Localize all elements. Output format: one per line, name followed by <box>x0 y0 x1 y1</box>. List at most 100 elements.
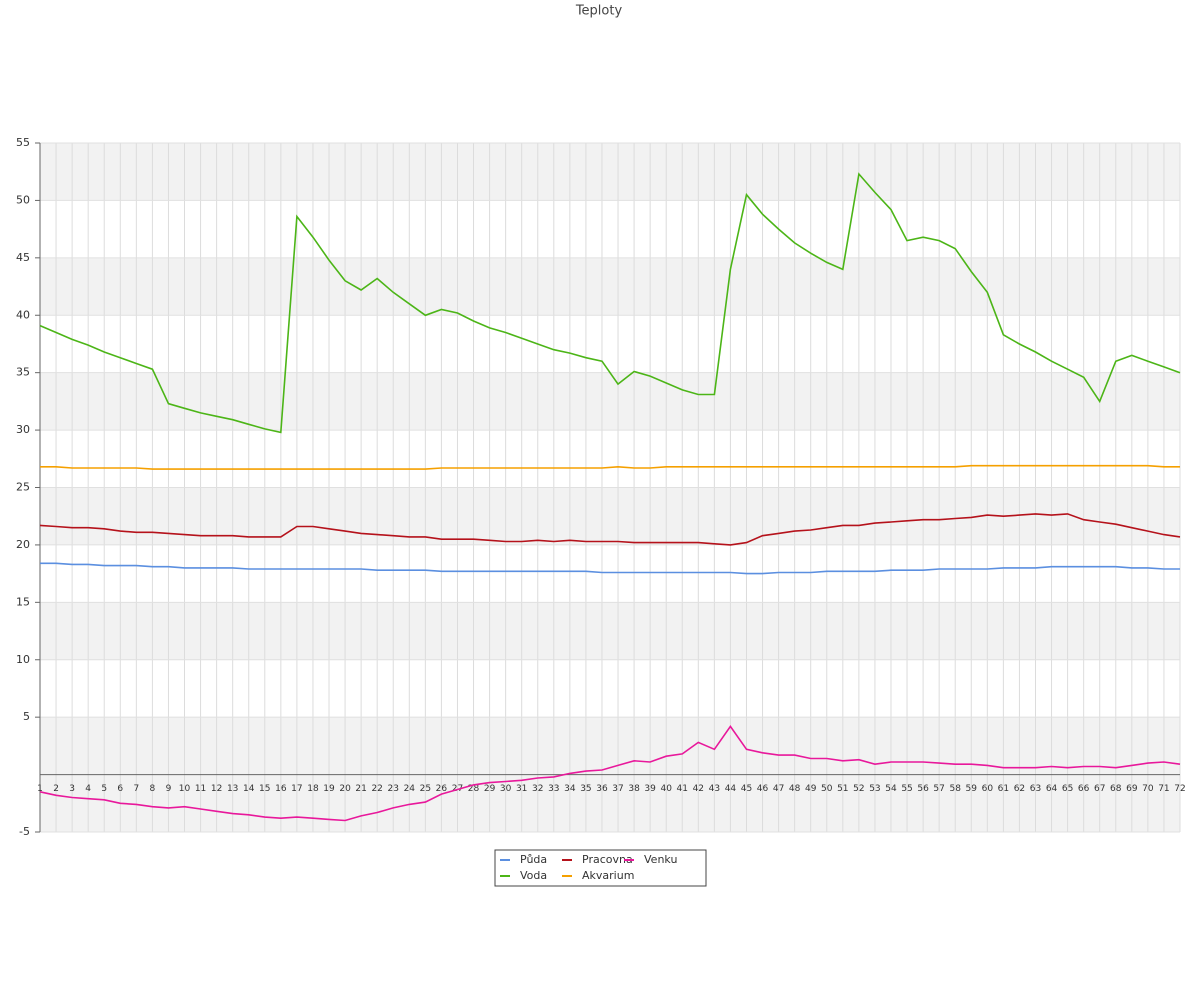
x-tick-label: 6 <box>117 784 123 794</box>
legend-label: Akvarium <box>582 869 634 882</box>
x-tick-label: 25 <box>420 784 431 794</box>
x-tick-label: 43 <box>709 784 720 794</box>
x-tick-label: 16 <box>275 784 287 794</box>
legend-label: Venku <box>644 853 677 866</box>
x-tick-label: 66 <box>1078 784 1090 794</box>
x-tick-label: 36 <box>596 784 608 794</box>
x-tick-label: 10 <box>179 784 191 794</box>
y-tick-label: 25 <box>16 481 30 494</box>
grid-band <box>40 143 1180 201</box>
x-tick-label: 41 <box>677 784 688 794</box>
x-tick-label: 37 <box>612 784 623 794</box>
x-tick-label: 19 <box>323 784 335 794</box>
x-tick-label: 40 <box>660 784 672 794</box>
x-tick-label: 51 <box>837 784 848 794</box>
x-tick-label: 42 <box>693 784 704 794</box>
grid-band <box>40 257 1180 316</box>
x-tick-label: 60 <box>982 784 994 794</box>
x-tick-label: 18 <box>307 784 319 794</box>
y-tick-label: 5 <box>23 710 30 723</box>
series-line <box>40 464 1180 470</box>
x-tick-label: 50 <box>821 784 833 794</box>
x-tick-label: 65 <box>1062 784 1073 794</box>
x-tick-label: 33 <box>548 784 559 794</box>
x-tick-label: 62 <box>1014 784 1025 794</box>
y-tick-label: 50 <box>16 193 30 206</box>
x-tick-label: 15 <box>259 784 270 794</box>
series-line <box>40 562 1180 575</box>
y-tick-label: 45 <box>16 251 30 264</box>
x-tick-label: 30 <box>500 784 512 794</box>
x-tick-label: 5 <box>101 784 107 794</box>
x-tick-label: 17 <box>291 784 302 794</box>
x-tick-label: 54 <box>885 784 897 794</box>
y-tick-label: 35 <box>16 366 30 379</box>
y-tick-label: 10 <box>16 653 30 666</box>
x-tick-label: 34 <box>564 784 576 794</box>
x-tick-label: 31 <box>516 784 527 794</box>
legend-label: Pracovna <box>582 853 633 866</box>
x-tick-label: 2 <box>53 784 59 794</box>
x-tick-label: 53 <box>869 784 880 794</box>
x-tick-label: 68 <box>1110 784 1122 794</box>
x-tick-label: 52 <box>853 784 864 794</box>
x-tick-label: 59 <box>966 784 978 794</box>
x-tick-label: 1 <box>37 784 43 794</box>
x-tick-label: 22 <box>371 784 382 794</box>
x-tick-label: 67 <box>1094 784 1105 794</box>
x-tick-label: 28 <box>468 784 480 794</box>
x-tick-label: 46 <box>757 784 769 794</box>
x-tick-label: 32 <box>532 784 543 794</box>
x-tick-label: 9 <box>166 784 172 794</box>
x-tick-label: 38 <box>628 784 640 794</box>
grid-band <box>40 372 1180 431</box>
x-tick-label: 20 <box>339 784 351 794</box>
x-tick-label: 57 <box>933 784 944 794</box>
legend-label: Půda <box>520 853 547 866</box>
x-tick-label: 45 <box>741 784 752 794</box>
y-tick-label: 15 <box>16 595 30 608</box>
series-line <box>39 513 1181 546</box>
x-tick-label: 8 <box>150 784 156 794</box>
series-line <box>39 725 1181 822</box>
y-tick-label: 55 <box>16 136 30 149</box>
x-tick-label: 72 <box>1174 784 1185 794</box>
x-tick-label: 69 <box>1126 784 1138 794</box>
x-tick-label: 49 <box>805 784 817 794</box>
y-tick-label: 30 <box>16 423 30 436</box>
x-tick-label: 23 <box>388 784 399 794</box>
x-tick-label: 35 <box>580 784 591 794</box>
legend: Půda Voda Pracovna Akvarium Venku <box>494 849 707 887</box>
x-tick-label: 70 <box>1142 784 1154 794</box>
legend-label: Voda <box>520 869 547 882</box>
x-tick-label: 39 <box>644 784 656 794</box>
x-tick-label: 63 <box>1030 784 1041 794</box>
y-tick-label: 20 <box>16 538 30 551</box>
x-tick-label: 55 <box>901 784 912 794</box>
x-tick-label: 61 <box>998 784 1009 794</box>
legend-box <box>494 849 707 887</box>
x-tick-label: 14 <box>243 784 255 794</box>
x-tick-label: 13 <box>227 784 238 794</box>
x-tick-label: 56 <box>917 784 929 794</box>
series-line <box>39 172 1181 434</box>
x-tick-label: 4 <box>85 784 91 794</box>
grid-band <box>40 602 1180 660</box>
x-tick-label: 11 <box>195 784 206 794</box>
x-tick-label: 24 <box>404 784 416 794</box>
x-tick-label: 29 <box>484 784 496 794</box>
x-tick-label: 3 <box>69 784 75 794</box>
x-tick-label: 7 <box>133 784 139 794</box>
x-tick-label: 58 <box>949 784 961 794</box>
x-tick-label: 44 <box>725 784 737 794</box>
x-tick-label: 47 <box>773 784 784 794</box>
chart-title: Teploty <box>575 4 623 19</box>
x-tick-label: 21 <box>355 784 366 794</box>
x-tick-label: 71 <box>1158 784 1169 794</box>
y-tick-label: 40 <box>16 308 30 321</box>
x-tick-label: 26 <box>436 784 448 794</box>
x-tick-label: 64 <box>1046 784 1058 794</box>
y-tick-label: -5 <box>19 825 30 838</box>
x-tick-label: 48 <box>789 784 801 794</box>
